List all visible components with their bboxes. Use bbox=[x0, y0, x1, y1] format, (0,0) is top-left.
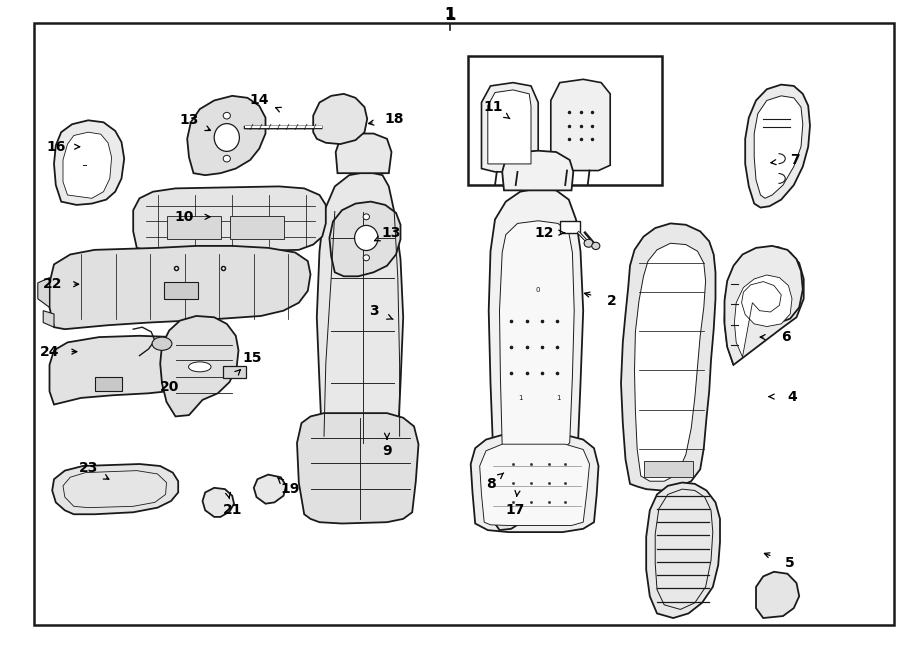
Ellipse shape bbox=[363, 214, 369, 219]
Polygon shape bbox=[313, 94, 367, 144]
Polygon shape bbox=[63, 132, 112, 198]
Text: 6: 6 bbox=[781, 330, 790, 344]
Polygon shape bbox=[724, 247, 804, 365]
Ellipse shape bbox=[189, 362, 211, 371]
Polygon shape bbox=[187, 96, 266, 175]
Polygon shape bbox=[500, 221, 574, 453]
Polygon shape bbox=[489, 188, 583, 461]
Ellipse shape bbox=[592, 243, 599, 249]
Text: 10: 10 bbox=[175, 210, 194, 224]
Ellipse shape bbox=[363, 255, 369, 260]
Text: 7: 7 bbox=[790, 153, 799, 167]
Text: 16: 16 bbox=[46, 139, 66, 154]
Text: 3: 3 bbox=[369, 303, 378, 318]
Polygon shape bbox=[724, 246, 803, 365]
Ellipse shape bbox=[584, 239, 593, 247]
Bar bbox=[230, 216, 284, 239]
Bar bbox=[166, 216, 220, 239]
Polygon shape bbox=[254, 475, 286, 504]
Text: 19: 19 bbox=[280, 482, 300, 496]
Polygon shape bbox=[634, 243, 706, 481]
Polygon shape bbox=[491, 483, 533, 530]
Ellipse shape bbox=[355, 225, 378, 251]
Text: 0: 0 bbox=[536, 287, 540, 293]
Polygon shape bbox=[160, 316, 238, 416]
Bar bbox=[644, 461, 693, 477]
Bar bbox=[164, 282, 198, 299]
Polygon shape bbox=[50, 336, 225, 405]
Text: 8: 8 bbox=[486, 477, 495, 491]
Polygon shape bbox=[745, 85, 810, 208]
Polygon shape bbox=[482, 83, 538, 172]
Text: 13: 13 bbox=[382, 225, 401, 240]
Text: 11: 11 bbox=[483, 100, 503, 114]
Polygon shape bbox=[54, 120, 124, 205]
Polygon shape bbox=[52, 464, 178, 514]
Polygon shape bbox=[551, 79, 610, 171]
Polygon shape bbox=[202, 488, 234, 517]
Polygon shape bbox=[480, 444, 590, 525]
Text: 13: 13 bbox=[179, 113, 199, 128]
Text: 15: 15 bbox=[242, 351, 262, 366]
Bar bbox=[223, 366, 246, 378]
Polygon shape bbox=[50, 246, 310, 329]
Text: 22: 22 bbox=[42, 277, 62, 292]
Ellipse shape bbox=[223, 155, 230, 162]
Polygon shape bbox=[488, 90, 531, 164]
Polygon shape bbox=[38, 278, 50, 307]
Ellipse shape bbox=[152, 337, 172, 350]
Polygon shape bbox=[756, 572, 799, 618]
Bar bbox=[468, 56, 662, 185]
Text: 17: 17 bbox=[505, 503, 525, 518]
Bar bbox=[560, 221, 580, 233]
Text: 24: 24 bbox=[40, 344, 59, 359]
Text: 12: 12 bbox=[535, 225, 554, 240]
Text: 2: 2 bbox=[608, 293, 616, 308]
Text: 18: 18 bbox=[384, 112, 404, 126]
Text: 20: 20 bbox=[159, 379, 179, 394]
Text: 4: 4 bbox=[788, 389, 796, 404]
Text: 1: 1 bbox=[556, 395, 560, 401]
Ellipse shape bbox=[214, 124, 239, 151]
Text: 1: 1 bbox=[445, 5, 455, 24]
Polygon shape bbox=[43, 311, 54, 327]
Text: 5: 5 bbox=[786, 556, 795, 570]
Text: 1: 1 bbox=[445, 7, 455, 22]
Polygon shape bbox=[502, 151, 573, 190]
Text: 9: 9 bbox=[382, 444, 392, 458]
Text: 1: 1 bbox=[518, 395, 522, 401]
Polygon shape bbox=[471, 435, 598, 532]
Text: 23: 23 bbox=[78, 461, 98, 475]
Polygon shape bbox=[317, 172, 403, 451]
Polygon shape bbox=[646, 483, 720, 618]
Polygon shape bbox=[329, 202, 400, 276]
Polygon shape bbox=[754, 96, 803, 198]
Polygon shape bbox=[297, 413, 418, 524]
Text: 21: 21 bbox=[222, 503, 242, 518]
Bar bbox=[94, 377, 122, 391]
Ellipse shape bbox=[223, 112, 230, 119]
Polygon shape bbox=[336, 134, 392, 173]
Polygon shape bbox=[621, 223, 716, 490]
Text: 14: 14 bbox=[249, 93, 269, 108]
Polygon shape bbox=[734, 275, 792, 357]
Polygon shape bbox=[133, 186, 326, 253]
